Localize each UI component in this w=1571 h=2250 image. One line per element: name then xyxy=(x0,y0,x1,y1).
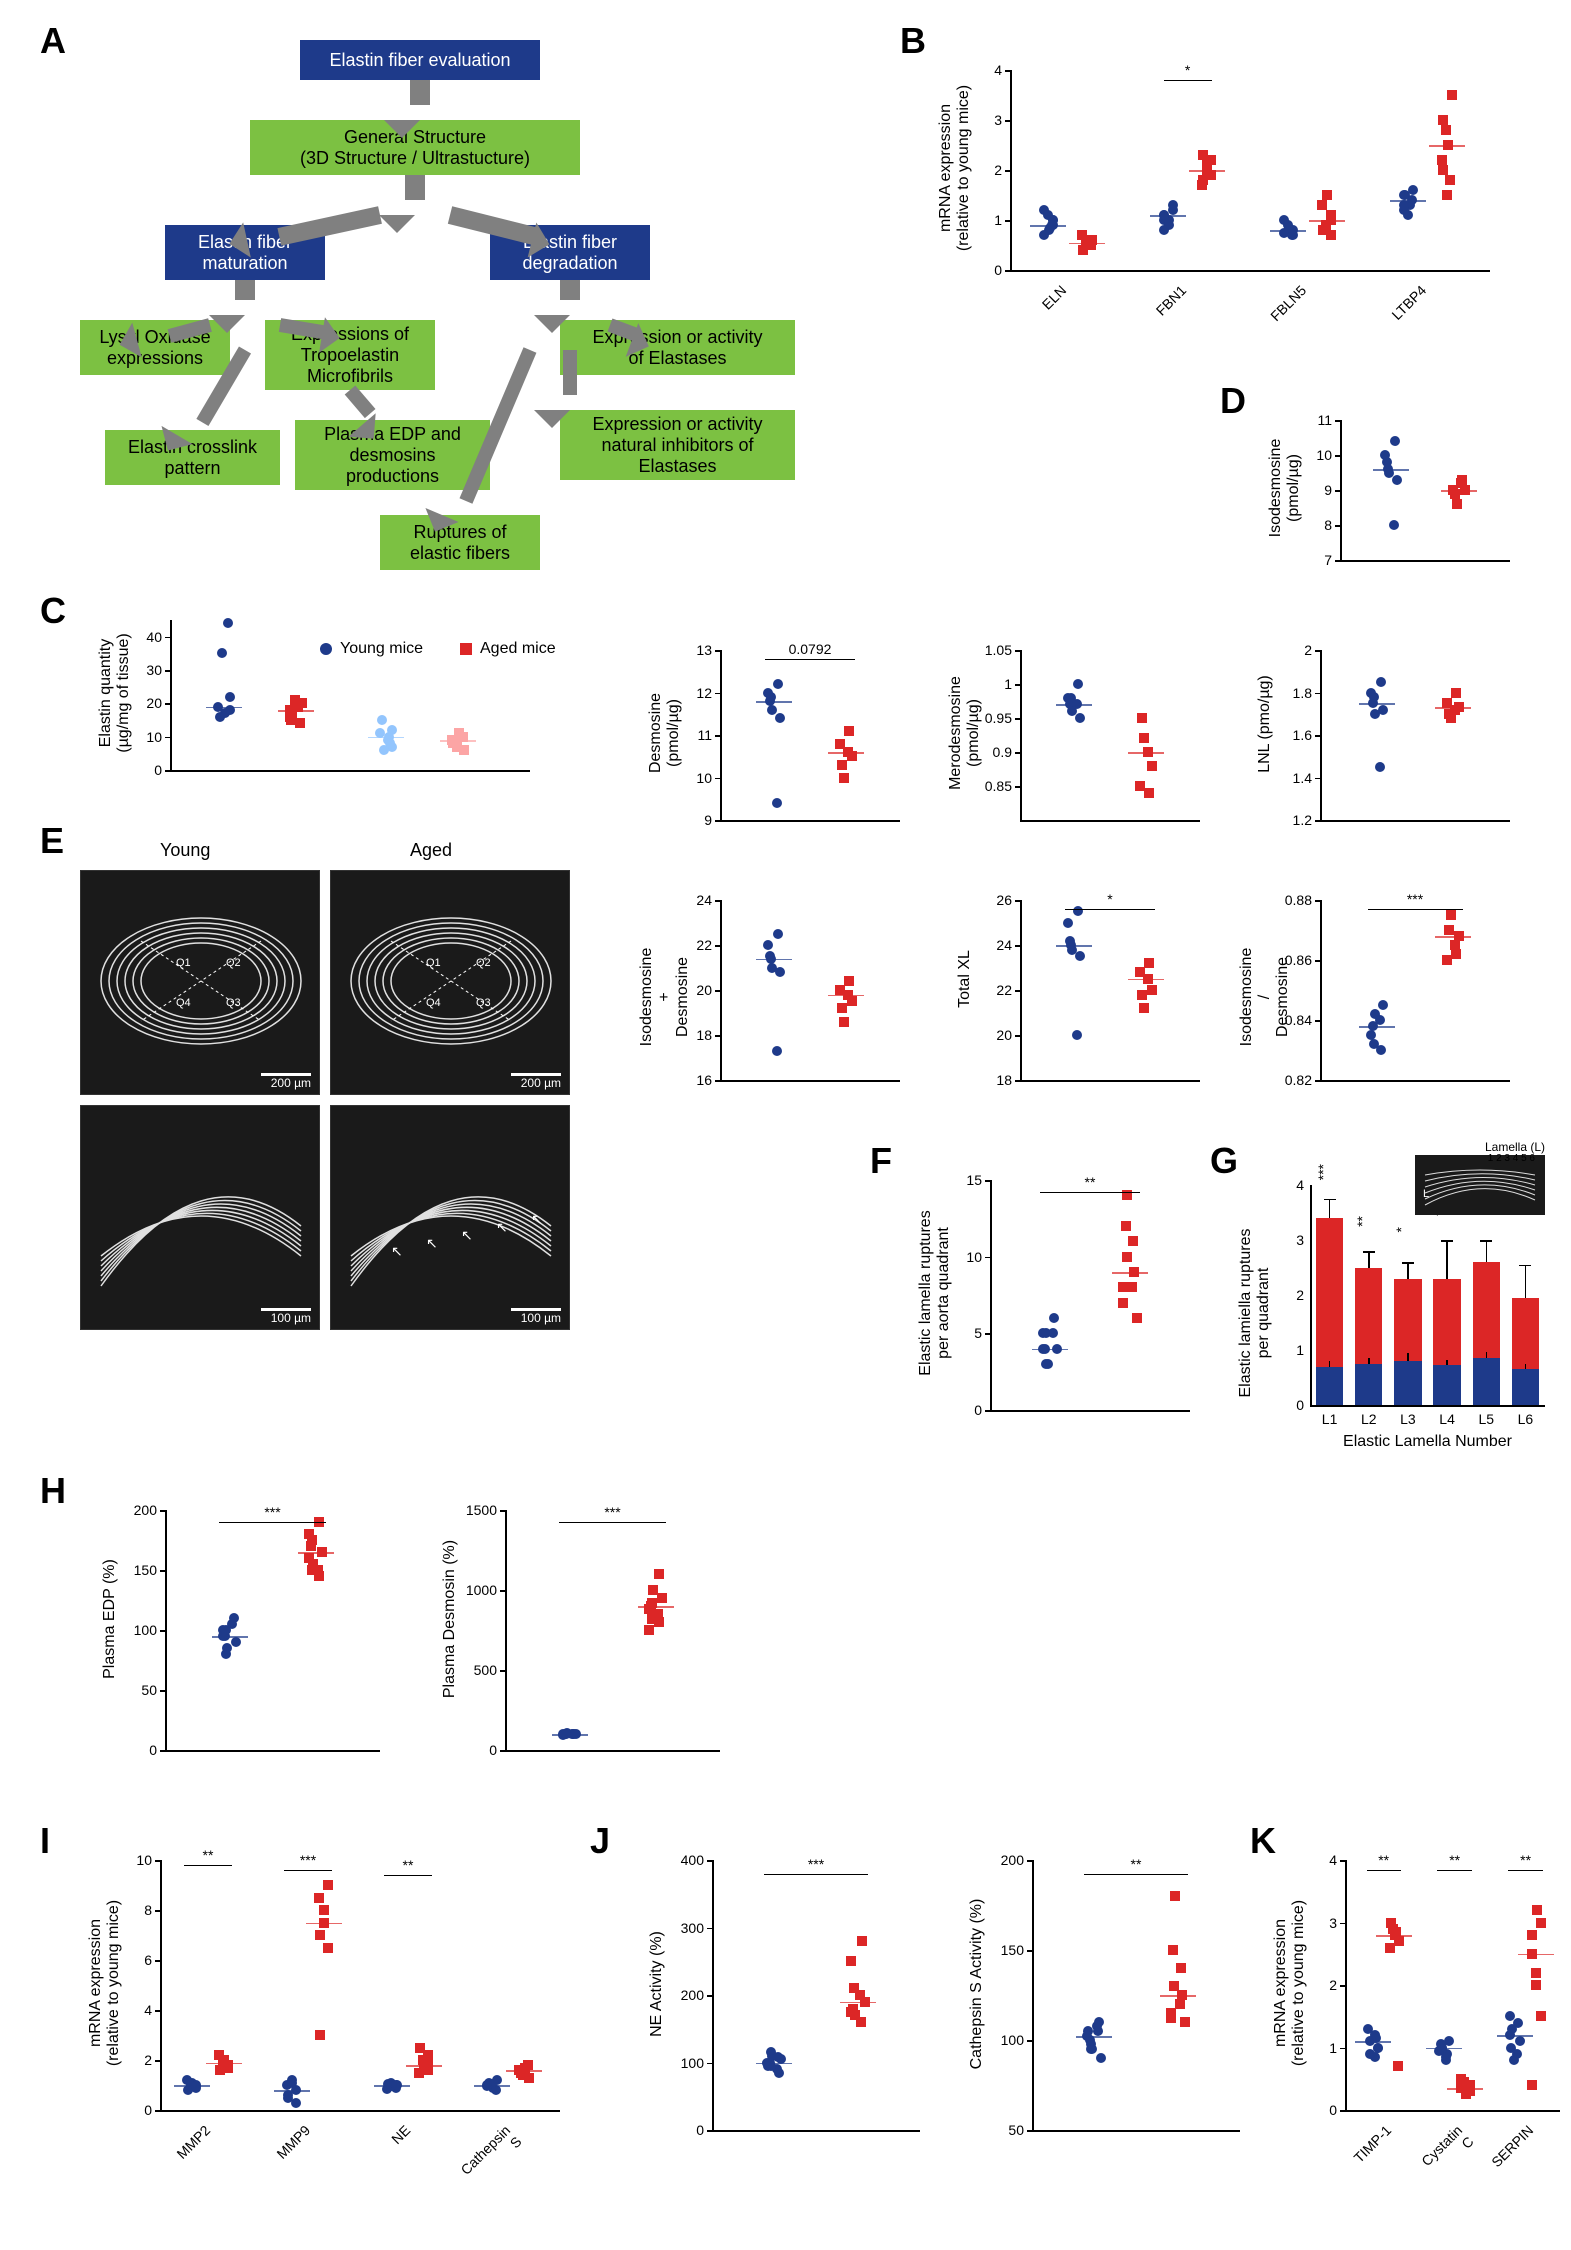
svg-text:↖: ↖ xyxy=(496,1219,508,1235)
micrograph: ↖↖↖↖↖100 µm xyxy=(330,1105,570,1330)
micrograph: Q1Q2Q3Q4200 µm xyxy=(80,870,320,1095)
panel-h-label: H xyxy=(40,1470,66,1512)
figure-root: A Elastin fiber evaluationGeneral Struct… xyxy=(20,20,1551,2230)
svg-text:Q1: Q1 xyxy=(176,957,191,969)
legend-aged-text: Aged mice xyxy=(480,640,556,658)
plot-panel-b: 01234mRNA expression (relative to young … xyxy=(940,50,1500,330)
flowchart-box: Expression or activity natural inhibitor… xyxy=(560,410,795,480)
plot-h-edp: 050100150200Plasma EDP (%)*** xyxy=(90,1490,390,1780)
legend-young: Young mice xyxy=(320,640,423,658)
legend-aged-marker xyxy=(460,643,472,655)
plot-panel-g: 01234Elastic lamiella ruptures per quadr… xyxy=(1250,1160,1550,1460)
panel-e-images: YoungAgedQ1Q2Q3Q4200 µmQ1Q2Q3Q4200 µm100… xyxy=(80,840,580,1340)
panel-c-label: C xyxy=(40,590,66,632)
plot-j-ne: 0100200300400NE Activity (%)*** xyxy=(640,1840,930,2160)
svg-text:Q2: Q2 xyxy=(226,957,241,969)
plot-h-desm: 050010001500Plasma Desmosin (%)*** xyxy=(430,1490,730,1780)
svg-text:↖: ↖ xyxy=(426,1235,438,1251)
plot-d-des: 910111213Desmosine (pmol/µg)0.0792 xyxy=(640,630,910,850)
legend-aged: Aged mice xyxy=(460,640,556,658)
plot-d-iso: 7891011Isodesmosine (pmol/µg) xyxy=(1260,400,1520,590)
svg-text:Q3: Q3 xyxy=(476,997,491,1009)
micrograph: 100 µm xyxy=(80,1105,320,1330)
svg-text:Q4: Q4 xyxy=(426,997,441,1009)
flowchart-box: Elastin crosslink pattern xyxy=(105,430,280,485)
panel-g-label: G xyxy=(1210,1140,1238,1182)
plot-panel-f: 051015Elastic lamella ruptures per aorta… xyxy=(920,1160,1200,1440)
svg-text:↖: ↖ xyxy=(391,1243,403,1259)
svg-text:Q3: Q3 xyxy=(226,997,241,1009)
svg-text:↖: ↖ xyxy=(531,1211,543,1227)
flowchart-box: Expression or activity of Elastases xyxy=(560,320,795,375)
plot-panel-k: 01234mRNA expression (relative to young … xyxy=(1280,1840,1570,2190)
svg-text:Q1: Q1 xyxy=(426,957,441,969)
panel-a-label: A xyxy=(40,20,66,62)
flowchart-box: Ruptures of elastic fibers xyxy=(380,515,540,570)
panel-d-label: D xyxy=(1220,380,1246,422)
panel-f-label: F xyxy=(870,1140,892,1182)
svg-text:↖: ↖ xyxy=(461,1227,473,1243)
plot-j-cats: 50100150200Cathepsin S Activity (%)** xyxy=(960,1840,1250,2160)
panel-e-label: E xyxy=(40,820,64,862)
plot-panel-i: 0246810mRNA expression (relative to youn… xyxy=(90,1840,570,2190)
flowchart-box: Plasma EDP and desmosins productions xyxy=(295,420,490,490)
legend-young-text: Young mice xyxy=(340,640,423,658)
svg-text:L: L xyxy=(1423,1188,1429,1200)
panel-b-label: B xyxy=(900,20,926,62)
panel-i-label: I xyxy=(40,1820,50,1862)
flowchart-box: Elastin fiber evaluation xyxy=(300,40,540,80)
plot-d-totxl: 1820222426Total XL* xyxy=(940,880,1210,1110)
plot-d-lnl: 1.21.41.61.82LNL (pmo/µg) xyxy=(1240,630,1520,850)
plot-d-isodes: 1618202224Isodesmosine + Desmosine xyxy=(640,880,910,1110)
panel-j-label: J xyxy=(590,1820,610,1862)
micrograph: Q1Q2Q3Q4200 µm xyxy=(330,870,570,1095)
svg-text:Q4: Q4 xyxy=(176,997,191,1009)
flowchart-panel-a: Elastin fiber evaluationGeneral Structur… xyxy=(80,40,800,660)
plot-panel-c: 010203040Elastin quantity (µg/mg of tiss… xyxy=(100,600,540,800)
svg-text:Q2: Q2 xyxy=(476,957,491,969)
plot-d-ratio: 0.820.840.860.88Isodesmosine / Desmosine… xyxy=(1240,880,1520,1110)
plot-d-mero: 0.850.90.9511.05Merodesmosine (pmol/µg) xyxy=(940,630,1210,850)
legend-young-marker xyxy=(320,643,332,655)
panel-k-label: K xyxy=(1250,1820,1276,1862)
